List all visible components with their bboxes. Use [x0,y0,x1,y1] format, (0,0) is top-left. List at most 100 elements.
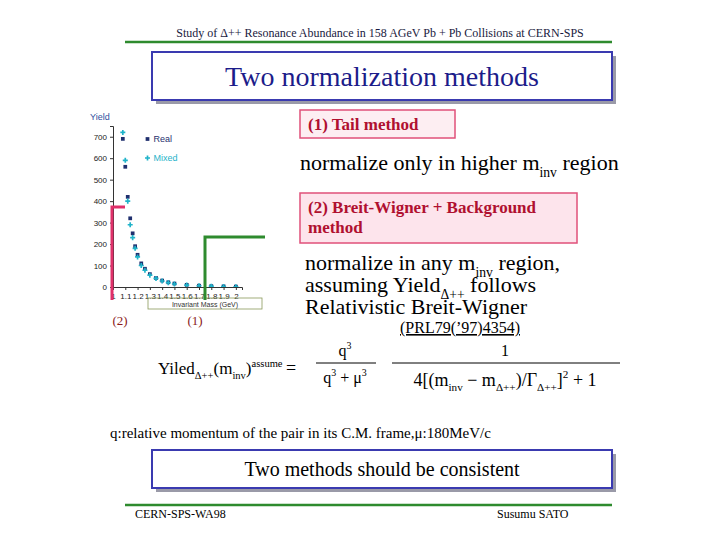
tick: 400 [94,197,113,206]
formula-numerator: q3 [339,340,352,360]
method-description: Relativistic Breit-Wigner [305,294,528,319]
point [233,284,238,287]
footer-rule [125,504,612,507]
point [123,165,127,169]
footer-right: Susumu SATO [497,507,569,521]
tick-mark [110,137,113,138]
point [184,283,189,287]
point [197,284,201,287]
point [139,263,144,268]
method-description: normalize only in higher minv region [300,150,619,180]
text-run: region [557,150,619,175]
tick: 1.6 [182,287,194,301]
axis-line [114,288,243,291]
tick-mark [236,287,237,290]
method-box [300,193,577,243]
tick: 1.2 [133,287,145,301]
subscript: inv [540,165,558,180]
tick: 1.3 [145,287,157,301]
x-axis-title: Invariant Mass (GeV) [172,301,238,309]
tick: 300 [94,219,113,228]
formula-lhs: YiledΔ++(minv)assume [158,358,283,381]
text-run: (m [214,359,233,378]
tick: 1.4 [157,287,169,301]
method-label: (2) Breit-Wigner + Background [308,198,537,217]
point [153,276,158,281]
formula-denominator: q3 + μ3 [323,367,367,387]
point [131,231,135,235]
tick-mark [150,287,151,290]
fraction-bar [392,363,620,364]
tick-mark [110,158,113,159]
point [209,284,214,287]
figure-label: (1) [187,313,202,328]
point [121,137,125,141]
tick-label: 1.5 [169,292,181,301]
tick-label: 500 [94,176,108,185]
point [221,284,226,287]
tick-label: 1.3 [145,292,157,301]
tick-label: 100 [94,262,108,271]
tick-label: 1.1 [120,292,132,301]
series [121,137,238,287]
text-run: 4[(m [413,370,448,391]
superscript: assume [252,358,283,369]
tick-mark [224,287,225,290]
superscript: 3 [362,367,367,378]
tick: 500 [94,176,113,185]
tick: 1.9 [219,287,231,301]
point [185,283,189,287]
tick-mark [162,287,163,290]
text-run: 1 [501,342,509,359]
subscript: Δ++ [496,381,516,393]
point [120,130,125,135]
text-run: Relativistic Breit-Wigner [305,294,528,319]
tick-mark [187,287,188,290]
point [209,284,213,287]
legend-entry: Real [146,134,172,144]
point [126,195,130,199]
plot-area [120,130,238,287]
point [142,268,147,273]
text-run: + 1 [568,370,596,390]
legend-entry: Mixed [145,153,178,163]
legend-label: Mixed [154,153,178,163]
point [166,280,171,285]
superscript: 3 [347,340,352,351]
tick-mark [174,287,175,290]
slide: Study of Δ++ Resonance Abundance in 158 … [0,0,720,540]
tick-label: 1.2 [133,292,145,301]
method-label: method [308,218,363,237]
text-run: − m [463,370,496,390]
legend-label: Real [154,134,173,144]
tick-label: 2 [234,292,239,301]
tick-label: 600 [94,154,108,163]
text-run: q [339,342,347,360]
footnote: q:relative momentum of the pair in its C… [110,425,491,441]
legend-marker [146,137,150,141]
subscript: inv [448,381,463,393]
header-title: Study of Δ++ Resonance Abundance in 158 … [176,26,583,40]
point [196,283,201,287]
point [135,254,140,259]
tick-label: 1.4 [157,292,169,301]
footer-left: CERN-SPS-WA98 [135,507,226,521]
point [128,216,132,220]
tick: 600 [94,154,113,163]
tick: 1.1 [120,287,132,301]
tick: 700 [94,133,113,142]
fraction-bar [316,363,376,364]
tick-mark [199,287,200,290]
tick-mark [110,180,113,181]
point [147,273,152,278]
point [128,222,133,227]
header-rule [125,41,612,44]
point [130,235,135,240]
conclusion: Two methods should be consistent [244,458,520,480]
y-axis-title: Yield [90,112,110,122]
legend-marker [145,155,150,160]
tick-label: 1.6 [182,292,194,301]
point [160,278,165,283]
tick: 1.8 [206,287,218,301]
tick-label: 0 [103,283,108,292]
